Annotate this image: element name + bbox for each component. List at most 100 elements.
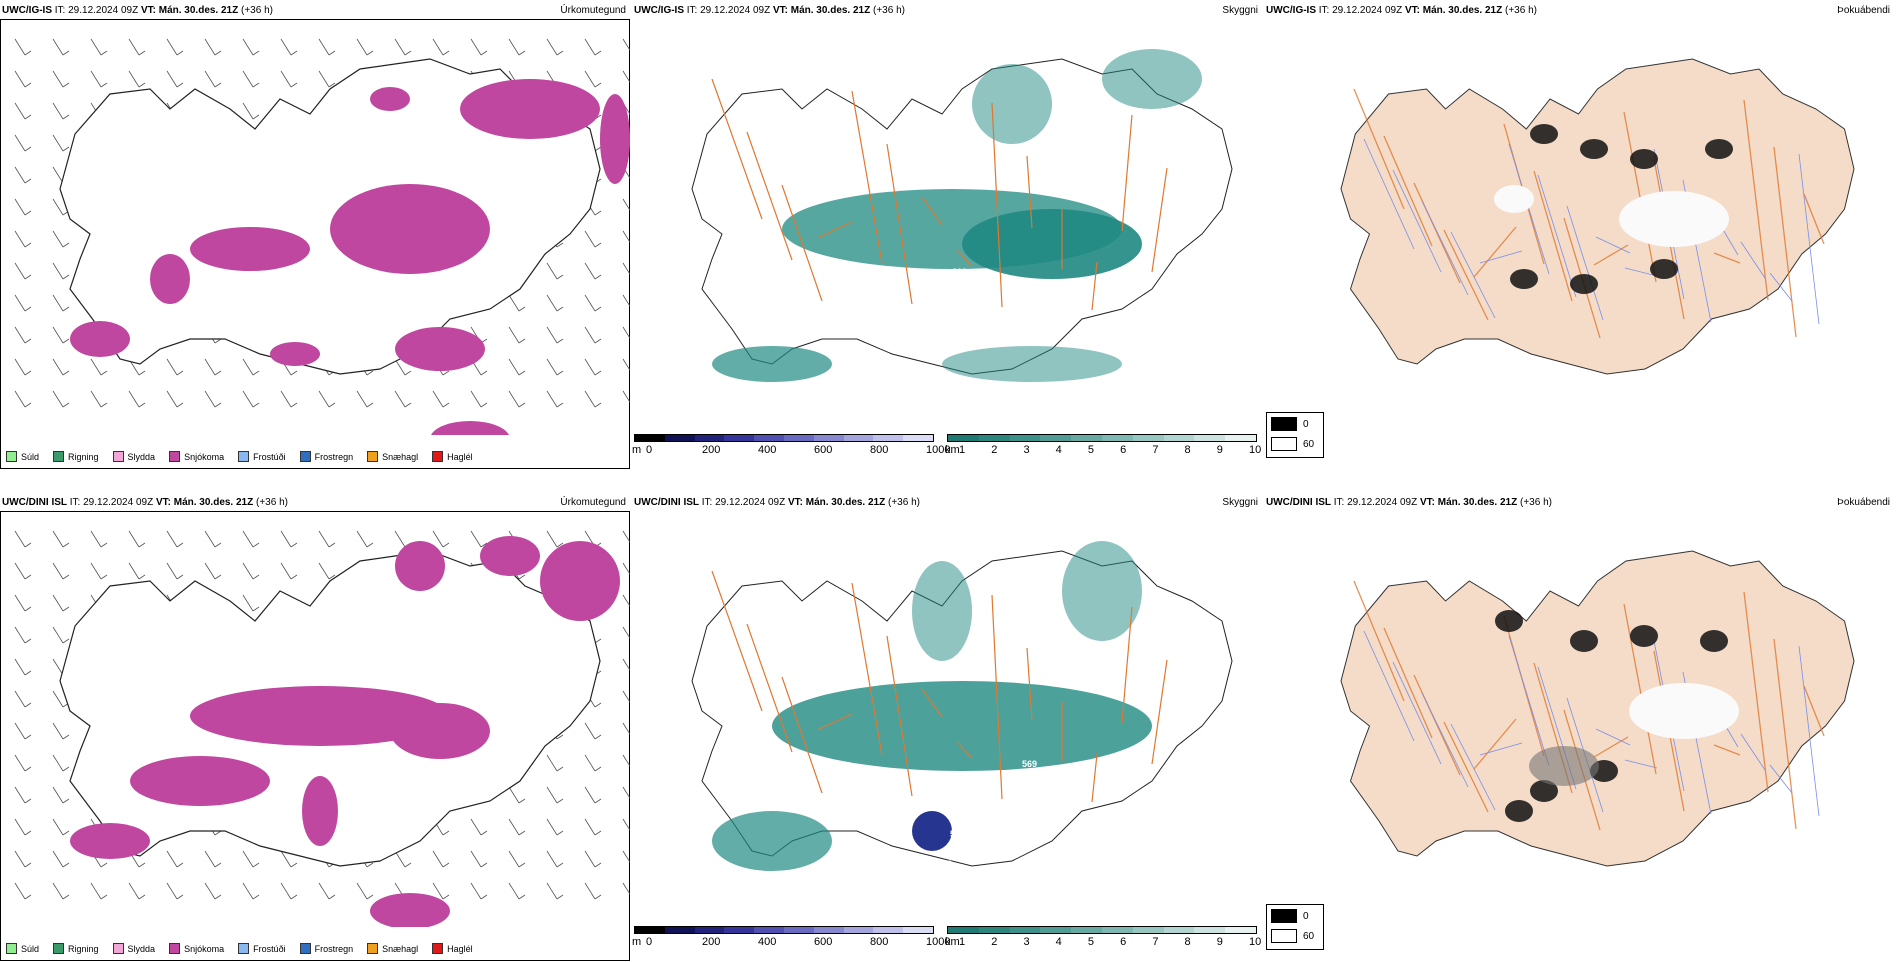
river-line: [1363, 138, 1415, 250]
river-line: [1740, 733, 1766, 771]
colorbar-tick: 400: [758, 444, 777, 456]
low-ceiling-area: [912, 811, 952, 851]
river-line: [1595, 236, 1631, 254]
legend-item: Súld: [6, 451, 39, 462]
wind-barb: [204, 70, 222, 88]
legend-swatch: [238, 943, 250, 954]
road-line: [1593, 736, 1629, 758]
visibility-label: 508: [1062, 307, 1077, 317]
road-line: [1383, 627, 1433, 739]
road-line: [921, 196, 943, 226]
wind-barb: [622, 786, 630, 799]
wind-barb: [242, 390, 260, 408]
wind-barb: [14, 326, 32, 344]
wind-barb: [14, 294, 32, 312]
model-name: UWC/IG-IS: [634, 5, 684, 16]
road-line: [1091, 753, 1098, 803]
panel-title: Skyggni: [1222, 5, 1258, 16]
wind-barb: [242, 882, 260, 900]
wind-barb: [14, 754, 32, 772]
wind-barb: [584, 786, 602, 804]
legend-swatch: [299, 451, 311, 462]
fog-area: [1630, 149, 1658, 169]
legend-swatch: [169, 451, 181, 462]
wind-barb: [622, 294, 630, 307]
fog-area: [1570, 630, 1598, 652]
fog-legend: 0 60: [1266, 412, 1324, 458]
init-time: IT: 29.12.2024 09Z: [701, 497, 786, 508]
precip-map: [14, 530, 630, 927]
wind-barb: [394, 358, 412, 376]
wind-barb: [90, 38, 108, 56]
river-line: [1450, 231, 1496, 319]
river-line: [1450, 723, 1496, 811]
colorbar-tick: 600: [814, 444, 833, 456]
river-line: [1479, 250, 1523, 264]
legend-item: Frostregn: [299, 451, 353, 462]
wind-barb: [508, 850, 526, 868]
wind-barb: [90, 70, 108, 88]
wind-barb: [204, 530, 222, 548]
legend-item: Slydda: [112, 451, 155, 462]
wind-barb: [52, 230, 70, 248]
snow-area: [480, 536, 540, 576]
road-line: [1026, 155, 1033, 229]
colorbar-unit: km: [945, 444, 960, 456]
iceland-land: [1340, 58, 1855, 375]
wind-barb: [622, 390, 630, 403]
road-line: [1773, 146, 1797, 338]
river-line: [1392, 169, 1442, 273]
wind-barb: [52, 70, 70, 88]
road-line: [1413, 182, 1461, 284]
wind-barb: [622, 358, 630, 371]
colorbar-tick: 1000: [926, 936, 951, 948]
snow-area: [431, 421, 509, 435]
wind-barb: [280, 390, 298, 408]
road-line: [1743, 591, 1769, 793]
wind-barb: [508, 882, 526, 900]
road-line: [886, 635, 913, 797]
road-line: [921, 688, 943, 718]
wind-barb: [90, 358, 108, 376]
wind-barb: [546, 818, 564, 836]
wind-barb: [14, 818, 32, 836]
wind-barb: [622, 658, 630, 671]
colorbar-tick: 6: [1120, 936, 1127, 948]
wind-barb: [166, 562, 184, 580]
wind-barb: [52, 390, 70, 408]
wind-barb: [356, 530, 374, 548]
colorbar-tick: 7: [1152, 936, 1159, 948]
legend-label: Haglél: [447, 451, 473, 462]
wind-barb: [52, 594, 70, 612]
visibility-label: 311: [937, 395, 952, 405]
visibility-map: 398 508 393 876 311: [691, 49, 1233, 405]
colorbars: m 0 200 400 600 800 1000 km 1 2 3 4 5 6 7 8 9 10: [632, 926, 1262, 956]
road-line: [1091, 261, 1098, 311]
panel-header: UWC/DINI ISL IT: 29.12.2024 09Z VT: Mán.…: [2, 497, 288, 508]
wind-barb: [508, 294, 526, 312]
road-line: [711, 78, 763, 220]
colorbar-tick: 1000: [926, 444, 951, 456]
visibility-label: 876: [912, 392, 927, 402]
river-line: [1537, 174, 1577, 298]
panel-header: UWC/DINI ISL IT: 29.12.2024 09Z VT: Mán.…: [1266, 497, 1552, 508]
lead-time: (+36 h): [256, 497, 288, 508]
wind-barb: [622, 722, 630, 735]
panel-title: Skyggni: [1222, 497, 1258, 508]
road-line: [1713, 744, 1741, 756]
colorbar-tick: 7: [1152, 444, 1159, 456]
wind-barb: [90, 390, 108, 408]
wind-barb: [52, 754, 70, 772]
wind-barb: [128, 38, 146, 56]
fog-area: [1505, 800, 1533, 822]
fog-area: [1495, 610, 1523, 632]
wind-barb: [584, 70, 602, 88]
wind-barb: [52, 786, 70, 804]
wind-barb: [508, 38, 526, 56]
fog-swatch: [1271, 909, 1297, 923]
fog-indicator-panel: UWC/IG-IS IT: 29.12.2024 09Z VT: Mán. 30…: [1264, 5, 1894, 470]
wind-barb: [470, 530, 488, 548]
ceiling_bar-colorbar: [634, 434, 934, 442]
wind-barb: [166, 882, 184, 900]
legend-swatch: [6, 943, 17, 954]
